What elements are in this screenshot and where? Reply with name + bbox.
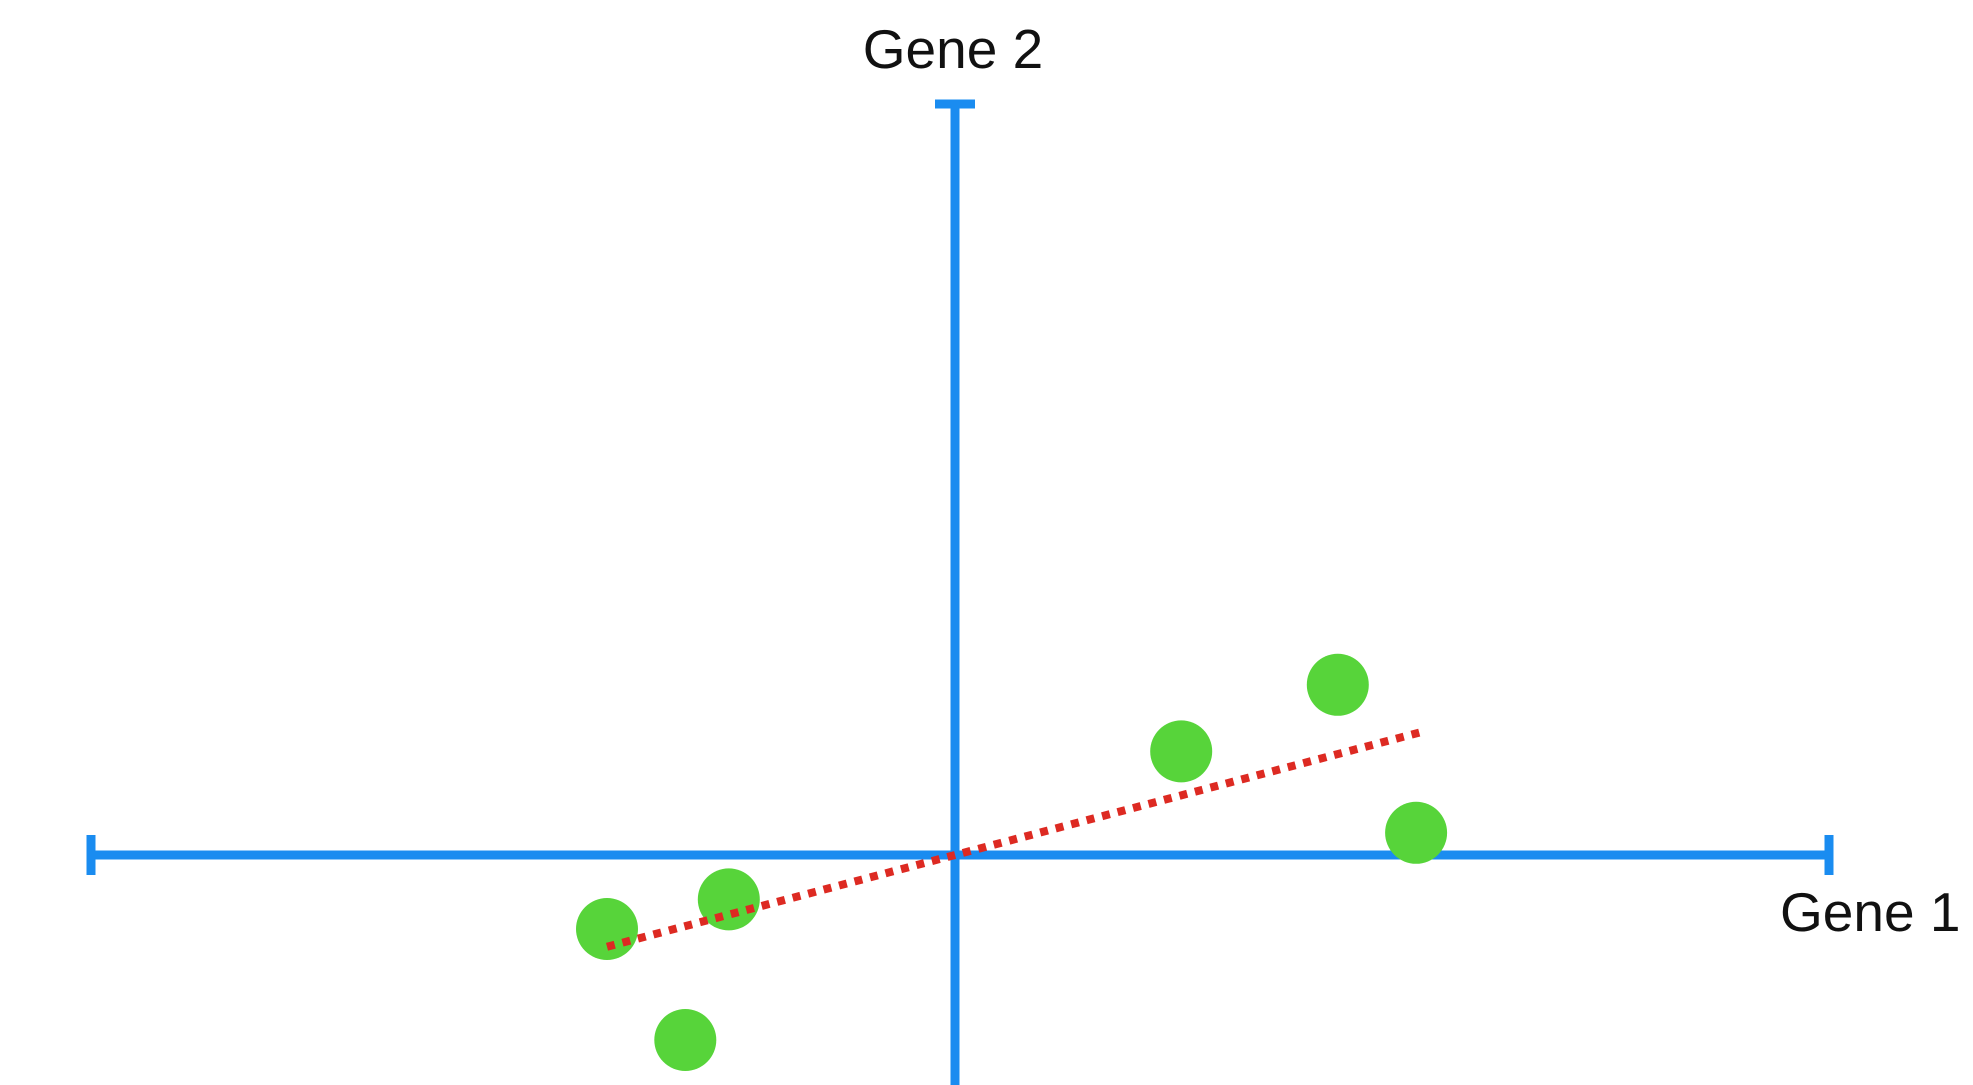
data-points-layer — [576, 653, 1448, 1071]
fit-line — [605, 727, 1426, 951]
data-point-2 — [697, 868, 760, 931]
y-axis-title: Gene 2 — [863, 18, 1043, 80]
data-point-4 — [1150, 720, 1213, 783]
data-point-1 — [576, 898, 638, 960]
axes-group — [86, 99, 1834, 1085]
data-point-5 — [1306, 653, 1369, 716]
x-axis-title: Gene 1 — [1780, 881, 1960, 943]
data-point-3 — [654, 1009, 717, 1071]
data-point-6 — [1385, 801, 1448, 864]
